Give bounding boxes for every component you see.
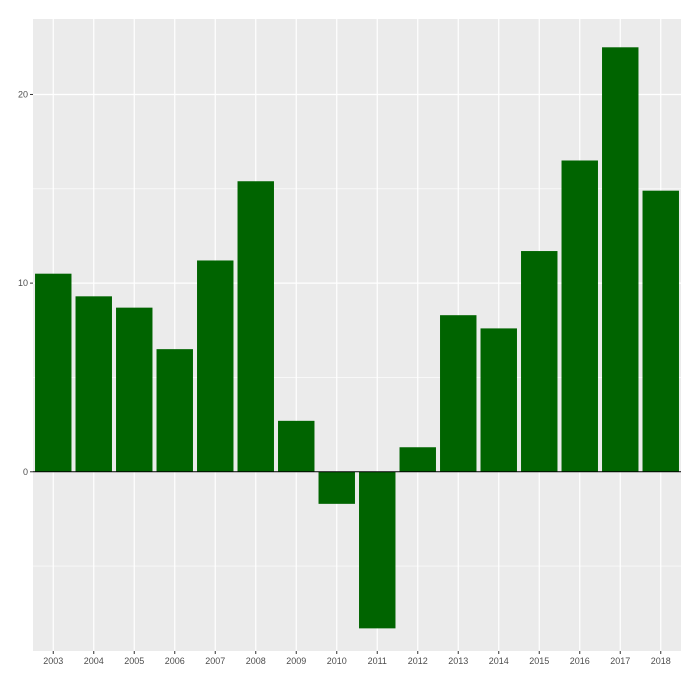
y-tick-label: 10 [18, 278, 28, 288]
y-tick-label: 0 [23, 467, 28, 477]
x-tick-label: 2018 [651, 656, 671, 666]
bar-2007 [197, 260, 234, 472]
x-tick-label: 2016 [570, 656, 590, 666]
bar-2005 [116, 307, 153, 472]
x-tick-label: 2010 [327, 656, 347, 666]
x-tick-label: 2007 [205, 656, 225, 666]
bar-2009 [278, 420, 315, 472]
bars [35, 47, 679, 629]
bar-2014 [480, 328, 517, 472]
x-tick-label: 2006 [165, 656, 185, 666]
x-tick-label: 2011 [368, 656, 387, 666]
bar-2017 [602, 47, 639, 472]
x-tick-label: 2013 [448, 656, 468, 666]
y-axis: 0 10 20 [18, 89, 33, 477]
x-tick-label: 2015 [529, 656, 549, 666]
bar-2011 [359, 471, 396, 629]
x-tick-label: 2008 [246, 656, 266, 666]
x-tick-label: 2014 [489, 656, 509, 666]
y-tick-label: 20 [18, 89, 28, 99]
x-tick-label: 2012 [408, 656, 428, 666]
x-axis: 2003 2004 2005 2006 2007 2008 2009 2010 2011 2012… [43, 651, 671, 666]
bar-2013 [440, 315, 477, 472]
x-tick-label: 2004 [84, 656, 104, 666]
bar-2004 [75, 296, 112, 472]
x-tick-label: 2003 [43, 656, 63, 666]
bar-2012 [399, 447, 436, 472]
bar-2015 [521, 251, 558, 472]
bar-2010 [318, 471, 355, 504]
x-tick-label: 2009 [286, 656, 306, 666]
bar-2016 [561, 160, 598, 472]
bar-2018 [642, 190, 679, 472]
bar-2006 [156, 349, 193, 472]
x-tick-label: 2017 [610, 656, 630, 666]
x-tick-label: 2005 [124, 656, 144, 666]
bar-2008 [237, 181, 274, 472]
bar-2003 [35, 273, 72, 472]
